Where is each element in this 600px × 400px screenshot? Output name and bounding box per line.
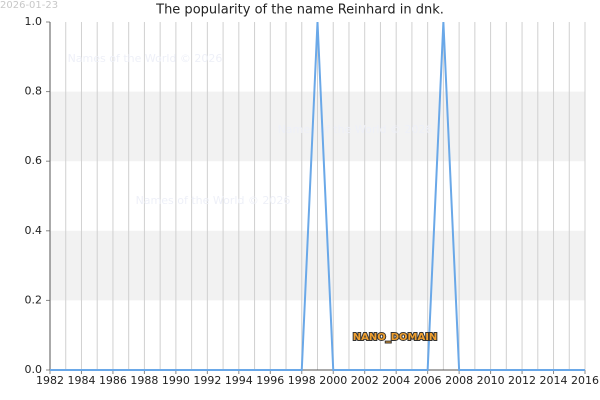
- x-tick-label: 1996: [256, 374, 284, 387]
- watermark: Names of the World © 2026: [136, 194, 291, 207]
- x-tick-label: 2014: [540, 374, 568, 387]
- x-tick-label: 2016: [571, 374, 599, 387]
- x-tick-label: 2008: [445, 374, 473, 387]
- watermark: Names of the World © 2026: [278, 123, 433, 136]
- y-tick-label: 0.2: [25, 293, 43, 306]
- x-tick-label: 1982: [36, 374, 64, 387]
- x-tick-label: 1998: [288, 374, 316, 387]
- annotation: NANO_DOMAIN: [353, 332, 438, 343]
- y-tick-label: 0.6: [25, 154, 43, 167]
- x-tick-label: 2002: [351, 374, 379, 387]
- watermark: Names of the World © 2026: [68, 52, 223, 65]
- y-tick-label: 0.4: [25, 224, 43, 237]
- x-tick-label: 1990: [162, 374, 190, 387]
- x-tick-label: 2010: [477, 374, 505, 387]
- x-tick-label: 1994: [225, 374, 253, 387]
- x-tick-label: 2006: [414, 374, 442, 387]
- x-tick-label: 2004: [382, 374, 410, 387]
- x-tick-label: 1986: [99, 374, 127, 387]
- x-tick-label: 2000: [319, 374, 347, 387]
- y-tick-label: 0.0: [25, 363, 43, 376]
- line-series: [50, 21, 585, 371]
- date-stamp: 2026-01-23: [0, 0, 58, 11]
- x-tick-label: 2012: [508, 374, 536, 387]
- plot: [50, 21, 585, 371]
- x-tick-label: 1988: [130, 374, 158, 387]
- x-tick-label: 1984: [67, 374, 95, 387]
- y-tick-label: 0.8: [25, 85, 43, 98]
- chart-title: The popularity of the name Reinhard in d…: [155, 3, 444, 18]
- x-tick-label: 1992: [193, 374, 221, 387]
- y-tick-label: 1.0: [25, 15, 43, 28]
